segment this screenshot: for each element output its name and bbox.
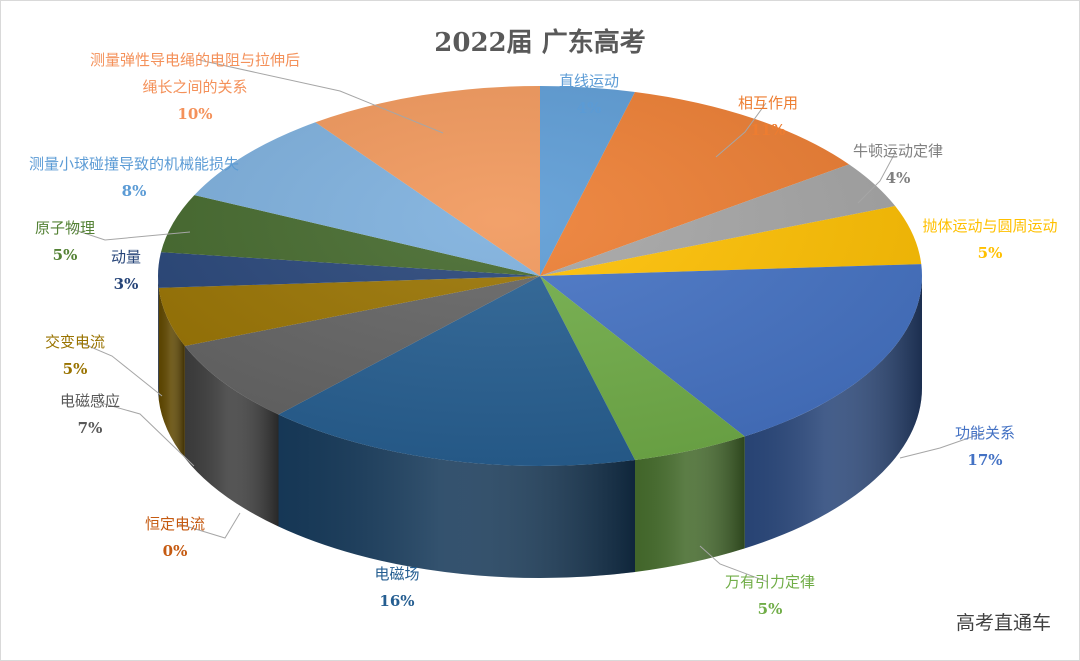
- chart-title: 2022届 广东高考: [434, 27, 645, 58]
- slice-label-11: 原子物理: [35, 219, 95, 237]
- pie-slices: [158, 86, 922, 466]
- slice-label-9: 交变电流: [45, 333, 105, 351]
- leader-line-8: [93, 400, 195, 467]
- slice-value-0: 4%: [577, 99, 602, 117]
- slice-value-1: 11%: [750, 121, 785, 139]
- leader-line-5: [699, 545, 769, 583]
- slice-label-6: 电磁场: [374, 565, 419, 583]
- slice-label-12: 测量小球碰撞导致的机械能损失: [29, 155, 239, 173]
- slice-side-shade-4: [744, 276, 922, 549]
- slice-label-4: 功能关系: [955, 424, 1015, 442]
- slice-label-0: 直线运动: [559, 72, 619, 90]
- slice-label-13-line2: 绳长之间的关系: [142, 78, 247, 96]
- slice-side-shade-5: [634, 436, 745, 573]
- leader-line-4: [899, 432, 984, 459]
- slice-value-6: 16%: [379, 592, 414, 610]
- slice-value-5: 5%: [758, 600, 783, 618]
- slice-value-7: 0%: [163, 542, 188, 560]
- slice-value-13: 10%: [177, 105, 212, 123]
- slice-value-12: 8%: [122, 182, 147, 200]
- leader-line-1: [715, 102, 767, 158]
- slice-label-13-line1: 测量弹性导电绳的电阻与拉伸后: [90, 51, 300, 69]
- leader-lines: [68, 59, 984, 583]
- slice-value-9: 5%: [63, 360, 88, 378]
- slice-value-4: 17%: [967, 451, 1002, 469]
- slice-label-2: 牛顿运动定律: [853, 142, 943, 160]
- leader-line-11: [68, 227, 191, 241]
- watermark-text: 高考直通车: [956, 612, 1051, 634]
- slice-value-11: 5%: [53, 246, 78, 264]
- slice-side-shade-10: [158, 276, 159, 400]
- slice-side-shade-8: [184, 345, 279, 527]
- leader-line-13: [198, 59, 444, 134]
- slice-side-shade-9: [158, 287, 185, 458]
- slice-label-1: 相互作用: [738, 94, 798, 112]
- slice-labels: 直线运动 4% 相互作用 11% 牛顿运动定律 4% 抛体运动与圆周运动 5% 功能关系 17% 万…: [29, 51, 1058, 618]
- slice-value-10: 3%: [114, 275, 139, 293]
- slice-label-8: 电磁感应: [60, 392, 120, 410]
- slice-label-5: 万有引力定律: [725, 573, 815, 591]
- slice-label-3: 抛体运动与圆周运动: [922, 217, 1057, 235]
- pie-sides: [158, 276, 922, 579]
- leader-line-7: [178, 512, 241, 539]
- slice-label-7: 恒定电流: [145, 515, 205, 533]
- slice-side-shade-6: [278, 414, 635, 579]
- slice-value-8: 7%: [78, 419, 103, 437]
- slice-value-3: 5%: [978, 244, 1003, 262]
- pie-gloss: [158, 86, 922, 466]
- leader-line-2: [857, 150, 897, 204]
- leader-line-9: [78, 341, 163, 397]
- slice-label-10: 动量: [111, 248, 141, 266]
- slice-value-2: 4%: [886, 169, 911, 187]
